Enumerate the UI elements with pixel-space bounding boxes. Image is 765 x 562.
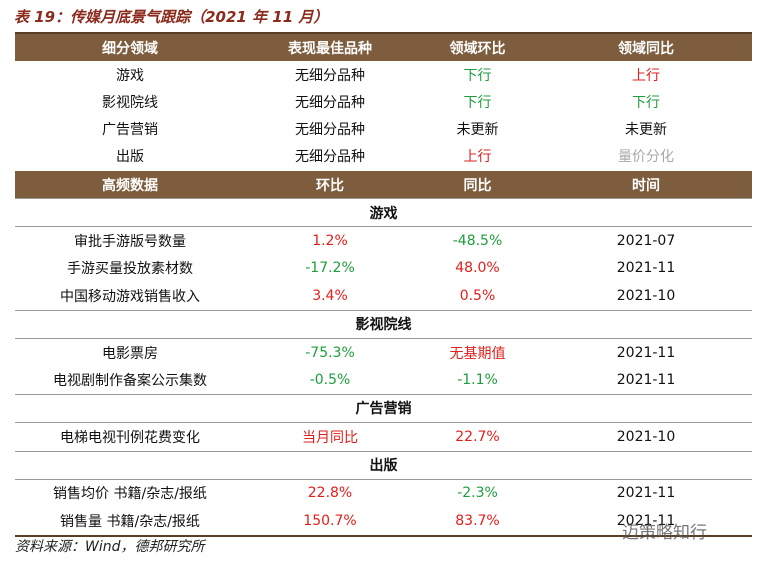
cell: 下行	[463, 94, 492, 111]
row: 影视院线 无细分品种 下行 下行	[15, 88, 752, 115]
row: 销售均价 书籍/杂志/报纸 22.8% -2.3% 2021-11	[15, 480, 752, 508]
cell: 游戏	[116, 67, 144, 84]
header-cell: 高频数据	[102, 177, 158, 194]
cell: 下行	[632, 94, 660, 111]
cell: 出版	[116, 148, 144, 165]
cell: 22.8%	[307, 485, 353, 502]
cell: 电梯电视刊例花费变化	[60, 429, 200, 446]
cell: 22.7%	[455, 428, 500, 445]
section-title: 游戏	[15, 198, 752, 227]
cell: 销售均价 书籍/杂志/报纸	[53, 486, 207, 503]
cell: 未更新	[625, 121, 667, 138]
cell: -48.5%	[452, 232, 503, 249]
cell: 手游买量投放素材数	[67, 261, 193, 278]
header-cell: 同比	[463, 177, 492, 194]
cell: 150.7%	[303, 512, 357, 529]
row: 电梯电视刊例花费变化 当月同比 22.7% 2021-10	[15, 423, 752, 451]
cell: 2021-11	[616, 260, 676, 277]
cell: 48.0%	[455, 260, 500, 277]
cell: 2021-11	[616, 344, 676, 361]
row: 广告营销 无细分品种 未更新 未更新	[15, 115, 752, 142]
source-note: 资料来源：Wind，德邦研究所	[15, 539, 205, 555]
cell: 0.5%	[459, 287, 496, 304]
cell: 量价分化	[618, 148, 674, 165]
cell: 无细分品种	[295, 94, 365, 111]
cell: 当月同比	[302, 429, 358, 446]
cell: 中国移动游戏销售收入	[60, 288, 200, 305]
cell: -1.1%	[457, 372, 498, 389]
cell: 电视剧制作备案公示集数	[53, 373, 207, 390]
cell: 无细分品种	[295, 67, 365, 84]
row: 审批手游版号数量 1.2% -48.5% 2021-07	[15, 227, 752, 255]
row: 电视剧制作备案公示集数 -0.5% -1.1% 2021-11	[15, 366, 752, 394]
cell: 审批手游版号数量	[74, 233, 186, 250]
header-row: 高频数据 环比 同比 时间	[15, 171, 752, 198]
cell: -2.3%	[457, 485, 498, 502]
cell: 83.7%	[455, 512, 500, 529]
cell: 上行	[463, 148, 492, 165]
header-cell: 表现最佳品种	[288, 40, 372, 57]
cell: 下行	[463, 67, 492, 84]
row: 游戏 无细分品种 下行 上行	[15, 61, 752, 88]
header-cell: 领域环比	[449, 40, 506, 57]
cell: -0.5%	[309, 372, 351, 389]
header-cell: 时间	[632, 177, 660, 194]
watermark: 迈策略知行	[622, 523, 707, 543]
section-title: 出版	[15, 450, 752, 480]
cell: 2021-11	[616, 485, 676, 502]
header-cell: 细分领域	[102, 40, 158, 57]
table: 细分领域 表现最佳品种 领域环比 领域同比 游戏 无细分品种 下行 上行 影视院线 无细分品种…	[15, 32, 752, 537]
cell: 2021-11	[616, 512, 676, 529]
row: 手游买量投放素材数 -17.2% 48.0% 2021-11	[15, 255, 752, 283]
row: 电影票房 -75.3% 无基期值 2021-11	[15, 339, 752, 367]
title: 表 19：传媒月底景气跟踪（2021 年 11 月）	[14, 8, 329, 26]
cell: 2021-10	[616, 428, 676, 445]
cell: 2021-07	[616, 232, 676, 249]
section-title: 广告营销	[15, 393, 752, 423]
cell: -75.3%	[305, 344, 355, 361]
cell: 电影票房	[102, 345, 158, 362]
row: 销售量 书籍/杂志/报纸 150.7% 83.7% 2021-11	[15, 507, 752, 535]
cell: -17.2%	[305, 260, 355, 277]
section-title: 影视院线	[15, 309, 752, 339]
row: 出版 无细分品种 上行 量价分化	[15, 142, 752, 169]
header-cell: 领域同比	[618, 40, 674, 57]
header-row: 细分领域 表现最佳品种 领域环比 领域同比	[15, 34, 752, 61]
cell: 无细分品种	[295, 121, 365, 138]
row: 中国移动游戏销售收入 3.4% 0.5% 2021-10	[15, 282, 752, 310]
cell: 未更新	[456, 121, 499, 138]
cell: 无基期值	[449, 345, 506, 362]
cell: 销售量 书籍/杂志/报纸	[60, 513, 200, 530]
cell: 上行	[632, 67, 660, 84]
cell: 1.2%	[312, 232, 348, 249]
header-cell: 环比	[316, 177, 344, 194]
cell: 影视院线	[102, 94, 158, 111]
cell: 广告营销	[102, 121, 158, 138]
cell: 2021-10	[616, 287, 676, 304]
cell: 2021-11	[616, 372, 676, 389]
cell: 无细分品种	[295, 148, 365, 165]
cell: 3.4%	[312, 287, 348, 304]
